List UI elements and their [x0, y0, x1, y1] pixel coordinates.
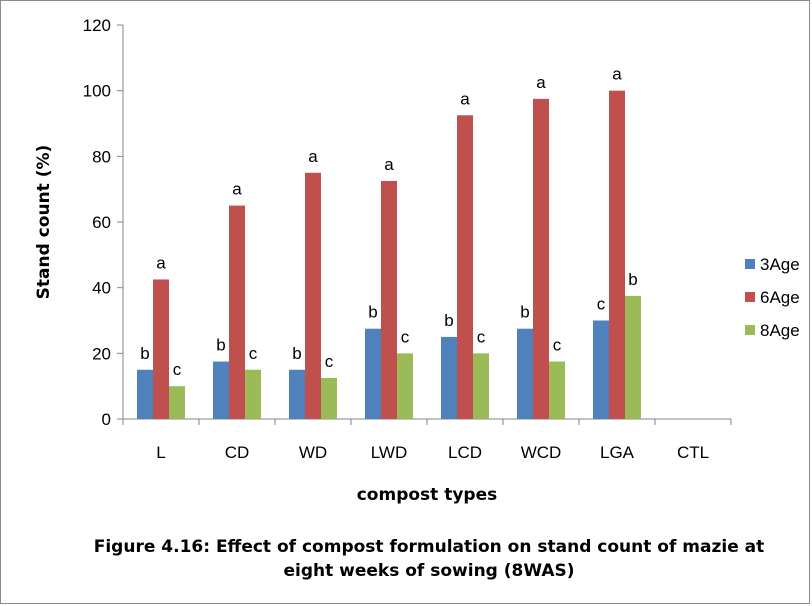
data-label: c [597, 295, 606, 314]
bar-8Age-WD [321, 377, 337, 419]
data-label: c [477, 327, 486, 346]
bar-8Age-LGA [625, 295, 641, 419]
data-label: b [216, 336, 225, 355]
x-tick-label: L [156, 443, 165, 462]
x-tick-label: CD [225, 443, 250, 462]
bar-8Age-L [169, 386, 185, 419]
bar-3Age-CD [213, 361, 229, 419]
bar-6Age-LCD [457, 115, 473, 420]
bar-6Age-CD [229, 205, 245, 419]
y-tick-label: 20 [92, 344, 111, 363]
bar-8Age-CD [245, 369, 261, 419]
y-tick-label: 120 [83, 16, 111, 35]
y-tick-label: 0 [102, 410, 111, 429]
y-tick-label: 100 [83, 82, 111, 101]
legend-swatch-3Age [745, 259, 755, 269]
bar-3Age-WD [289, 369, 305, 419]
legend-label-8Age: 8Age [760, 321, 800, 340]
bar-3Age-L [137, 369, 153, 419]
x-tick-label: WD [299, 443, 327, 462]
bar-3Age-LCD [441, 336, 457, 419]
legend-swatch-6Age [745, 292, 755, 302]
bars [137, 90, 641, 420]
data-label: b [520, 303, 529, 322]
data-label: b [444, 311, 453, 330]
x-axis-title: compost types [357, 485, 498, 505]
data-label: b [292, 344, 301, 363]
x-tick-label: LCD [448, 443, 482, 462]
figure-caption-line-1: Figure 4.16: Effect of compost formulati… [94, 537, 765, 557]
bar-6Age-WCD [533, 98, 549, 419]
data-label: c [249, 344, 258, 363]
data-label: a [384, 155, 394, 174]
data-label: c [553, 336, 562, 355]
legend-label-3Age: 3Age [760, 255, 800, 274]
x-tick-label: CTL [677, 443, 709, 462]
x-tick-label: LWD [371, 443, 408, 462]
data-label: a [460, 89, 470, 108]
y-tick-label: 80 [92, 147, 111, 166]
data-label: a [232, 180, 242, 199]
data-label: a [156, 253, 166, 272]
data-labels: b b b b b b c a a a a a a a c c c c c c b [140, 65, 637, 379]
legend-swatch-8Age [745, 325, 755, 335]
data-label: a [308, 147, 318, 166]
bar-6Age-LWD [381, 180, 397, 419]
figure-caption-line-2: eight weeks of sowing (8WAS) [283, 561, 574, 581]
y-axis-title: Stand count (%) [34, 145, 54, 300]
data-label: b [368, 303, 377, 322]
x-tick-label: LGA [600, 443, 635, 462]
data-label: a [536, 73, 546, 92]
data-label: c [173, 360, 182, 379]
x-tick-label: WCD [521, 443, 562, 462]
data-label: c [325, 352, 334, 371]
bar-6Age-WD [305, 172, 321, 419]
bar-8Age-WCD [549, 361, 565, 419]
bar-6Age-L [153, 279, 169, 419]
y-tick-label: 60 [92, 213, 111, 232]
bar-8Age-LCD [473, 353, 489, 419]
data-label: b [628, 270, 637, 289]
data-label: b [140, 344, 149, 363]
y-tick-label: 40 [92, 279, 111, 298]
bar-3Age-WCD [517, 328, 533, 419]
data-label: c [401, 327, 410, 346]
bar-8Age-LWD [397, 353, 413, 419]
legend: 3Age 6Age 8Age [745, 255, 800, 340]
bar-6Age-LGA [609, 90, 625, 420]
legend-label-6Age: 6Age [760, 288, 800, 307]
data-label: a [612, 65, 622, 84]
bar-3Age-LGA [593, 320, 609, 419]
bar-3Age-LWD [365, 328, 381, 419]
